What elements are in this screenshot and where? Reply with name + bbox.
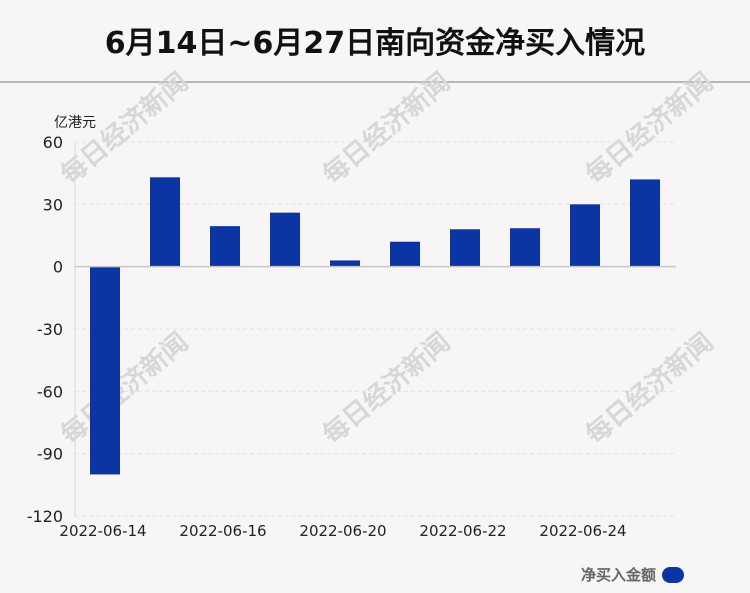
x-tick-label: 2022-06-24	[539, 522, 626, 540]
title-divider	[0, 81, 750, 83]
watermark-text: 每日经济新闻	[580, 326, 719, 450]
bar-2022-06-16	[210, 226, 240, 267]
y-tick-label: -60	[37, 382, 63, 401]
y-tick-labels: 60 30 0 -30 -60 -90 -120	[27, 133, 63, 526]
y-axis-unit-label: 亿港元	[54, 115, 96, 131]
bar-2022-06-23	[510, 228, 540, 267]
bar-2022-06-14	[90, 266, 120, 475]
bar-2022-06-27	[630, 179, 660, 267]
watermark-text: 每日经济新闻	[55, 66, 194, 190]
y-tick-label: -30	[37, 320, 63, 339]
x-tick-labels: 2022-06-14 2022-06-16 2022-06-20 2022-06-22…	[59, 522, 626, 540]
y-tick-label: -120	[27, 507, 63, 526]
watermark-text: 每日经济新闻	[55, 326, 194, 450]
legend-swatch	[662, 566, 684, 583]
axes	[74, 142, 676, 516]
bar-2022-06-24	[570, 204, 600, 267]
bar-2022-06-17	[270, 212, 300, 267]
y-tick-label: 30	[43, 195, 63, 214]
x-tick-label: 2022-06-14	[59, 522, 146, 540]
x-tick-label: 2022-06-16	[179, 522, 266, 540]
y-tick-label: 0	[53, 258, 63, 277]
watermark-text: 每日经济新闻	[580, 66, 719, 190]
bars	[90, 177, 660, 475]
watermark-text: 每日经济新闻	[317, 326, 456, 450]
x-tick-label: 2022-06-20	[299, 522, 386, 540]
bar-2022-06-22	[450, 229, 480, 267]
bar-2022-06-21	[390, 241, 420, 267]
y-tick-label: 60	[43, 133, 63, 152]
bar-2022-06-15	[150, 177, 180, 267]
watermark-text: 每日经济新闻	[317, 66, 456, 190]
legend: 净买入金额	[581, 564, 684, 585]
x-tick-label: 2022-06-22	[419, 522, 506, 540]
bar-2022-06-20	[330, 260, 360, 267]
chart-title: 6月14日~6月27日南向资金净买入情况	[104, 26, 646, 61]
legend-label: 净买入金额	[580, 566, 656, 584]
y-tick-label: -90	[37, 445, 63, 464]
